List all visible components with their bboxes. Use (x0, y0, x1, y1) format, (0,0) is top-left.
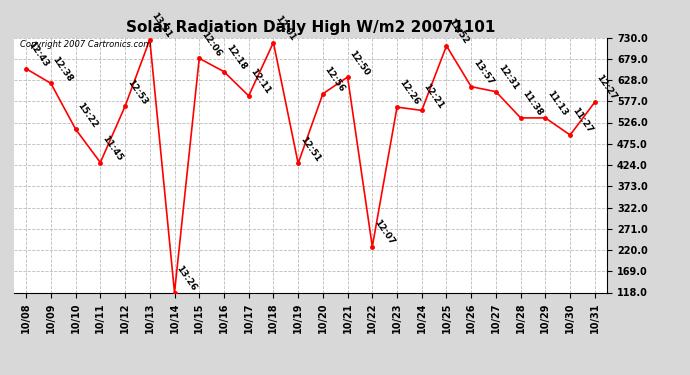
Text: 12:18: 12:18 (224, 43, 248, 72)
Text: 12:21: 12:21 (422, 82, 446, 110)
Text: 15:22: 15:22 (76, 100, 99, 129)
Text: 11:27: 11:27 (570, 106, 594, 135)
Text: 12:50: 12:50 (348, 49, 371, 77)
Text: 12:07: 12:07 (373, 218, 396, 247)
Text: 12:31: 12:31 (496, 63, 520, 92)
Text: 11:45: 11:45 (100, 134, 124, 162)
Text: 13:57: 13:57 (471, 58, 495, 87)
Text: 12:06: 12:06 (199, 30, 223, 58)
Text: 12:11: 12:11 (248, 67, 273, 96)
Title: Solar Radiation Daily High W/m2 20071101: Solar Radiation Daily High W/m2 20071101 (126, 20, 495, 35)
Text: Copyright 2007 Cartronics.com: Copyright 2007 Cartronics.com (20, 40, 151, 49)
Text: 11:38: 11:38 (521, 89, 544, 118)
Text: 12:56: 12:56 (323, 65, 346, 94)
Text: 12:01: 12:01 (273, 14, 297, 42)
Text: 12:43: 12:43 (26, 40, 50, 69)
Text: 11:52: 11:52 (446, 17, 471, 46)
Text: 11:13: 11:13 (545, 89, 569, 118)
Text: 12:27: 12:27 (595, 74, 619, 102)
Text: 12:53: 12:53 (125, 78, 149, 106)
Text: 13:31: 13:31 (150, 11, 174, 40)
Text: 13:26: 13:26 (175, 264, 198, 292)
Text: 12:51: 12:51 (298, 135, 322, 164)
Text: 12:26: 12:26 (397, 78, 421, 107)
Text: 12:38: 12:38 (51, 55, 75, 83)
